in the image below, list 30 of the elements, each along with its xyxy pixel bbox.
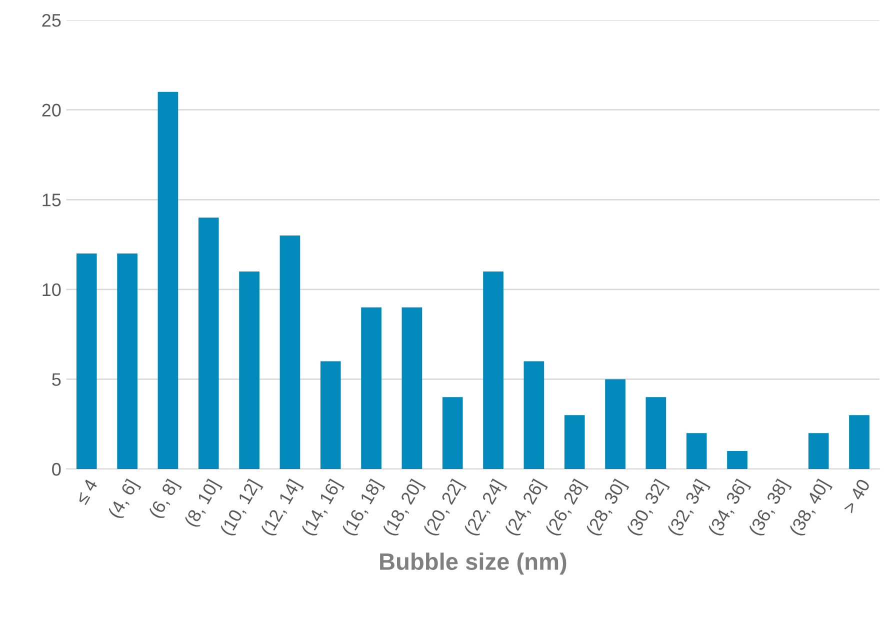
x-tick-label: (6, 8]	[148, 478, 182, 520]
bar	[320, 361, 341, 469]
bar	[198, 218, 219, 469]
bar	[483, 271, 504, 469]
x-axis-title: Bubble size (nm)	[380, 552, 566, 575]
y-tick-label: 0	[52, 462, 61, 476]
bar	[442, 397, 463, 469]
y-tick-label: 5	[52, 373, 61, 386]
bar	[158, 92, 178, 469]
y-tick-label: 25	[42, 14, 61, 27]
bar	[686, 433, 707, 469]
x-tick-label: ≤ 4	[75, 478, 98, 506]
y-tick-label: 10	[42, 283, 61, 296]
x-tick-label: > 40	[842, 478, 870, 514]
bar	[76, 254, 97, 469]
bar	[605, 379, 626, 469]
bar	[849, 415, 870, 469]
bar	[239, 271, 260, 469]
x-tick-label: (4, 6]	[107, 478, 142, 520]
bar	[402, 307, 422, 469]
bar	[117, 254, 138, 469]
bar	[727, 451, 748, 469]
y-tick-label: 15	[42, 194, 61, 206]
bar	[646, 397, 666, 469]
y-tick-label: 20	[42, 104, 61, 117]
bar	[361, 307, 382, 469]
bar	[280, 236, 300, 469]
bar	[808, 433, 829, 469]
bar	[524, 361, 544, 469]
bar	[564, 415, 585, 469]
